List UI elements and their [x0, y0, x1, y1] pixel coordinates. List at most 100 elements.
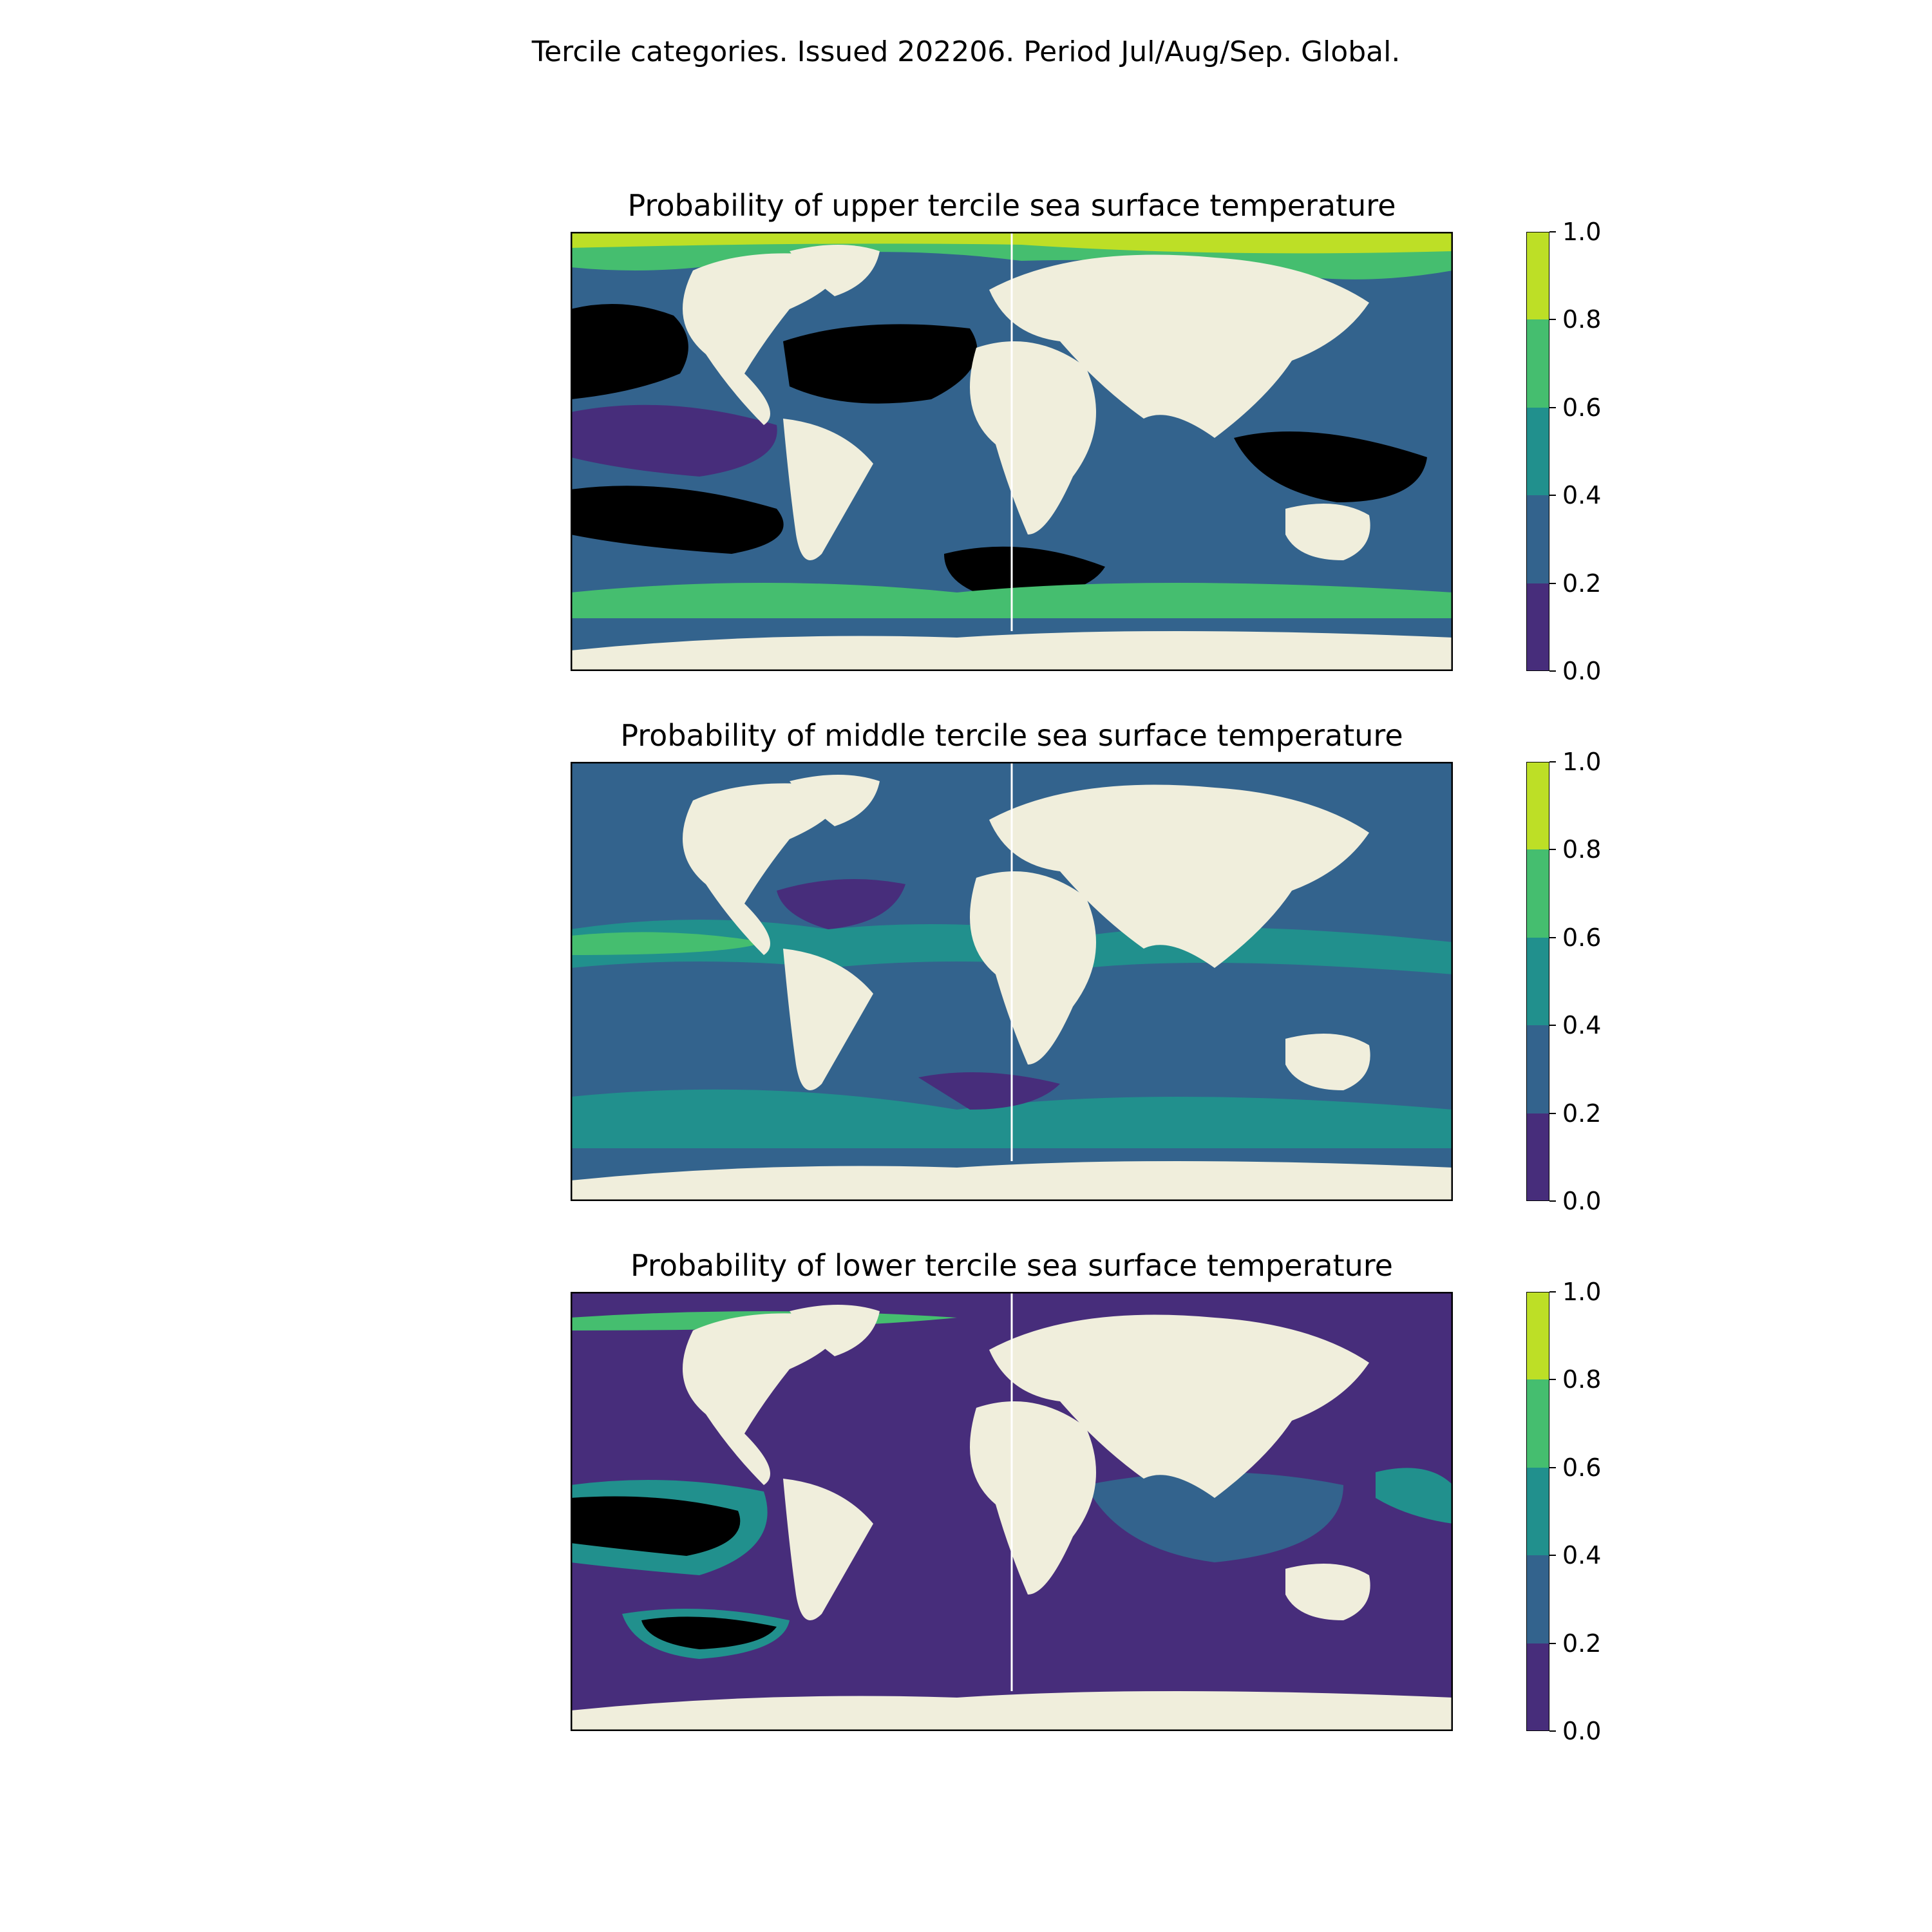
colorbar-tick-label: 0.6	[1562, 393, 1602, 422]
map-lower-tercile	[570, 1291, 1454, 1732]
pacific-strip	[571, 932, 764, 955]
colorbar-band	[1526, 762, 1549, 850]
colorbar-tick-label: 0.0	[1562, 1187, 1602, 1215]
colorbar-band	[1526, 319, 1549, 408]
south-america	[783, 1479, 873, 1620]
colorbar-tick-label: 1.0	[1562, 748, 1602, 776]
colorbar-frame	[1526, 232, 1549, 671]
colorbar-tick-label: 0.2	[1562, 1099, 1602, 1128]
maritime-continent-warm	[1234, 431, 1427, 502]
colorbar-tick-label: 0.6	[1562, 1453, 1602, 1482]
greenland	[790, 1305, 880, 1356]
colorbar-band	[1526, 937, 1549, 1026]
north-america	[683, 253, 842, 425]
colorbar-band	[1526, 1113, 1549, 1201]
colorbar-tick-mark	[1549, 582, 1556, 584]
colorbar-tick-mark	[1549, 495, 1556, 497]
colorbar-band	[1526, 1555, 1549, 1643]
north-america	[683, 1313, 842, 1485]
colorbar-tick-mark	[1549, 1555, 1556, 1557]
colorbar-band	[1526, 1643, 1549, 1731]
colorbar-tick-label: 0.8	[1562, 305, 1602, 334]
colorbar-tick-mark	[1549, 1025, 1556, 1027]
south-pacific-warm	[571, 486, 784, 554]
colorbar-band	[1526, 407, 1549, 496]
south-atlantic-low	[918, 1072, 1060, 1110]
colorbar-tick-label: 0.0	[1562, 1717, 1602, 1745]
colorbar-upper	[1526, 232, 1549, 671]
map-svg-upper	[570, 231, 1454, 672]
antarctica	[571, 1691, 1453, 1731]
australia	[1285, 1034, 1370, 1090]
map-upper-tercile	[570, 231, 1454, 672]
colorbar-tick-label: 0.0	[1562, 657, 1602, 685]
map-frame	[570, 761, 1454, 1202]
colorbar-tick-mark	[1549, 849, 1556, 851]
colorbar-tick-mark	[1549, 1200, 1556, 1202]
colorbar-tick-mark	[1549, 231, 1556, 232]
map-frame	[570, 231, 1454, 672]
colorbar-tick-label: 0.2	[1562, 1629, 1602, 1658]
colorbar-band	[1526, 1467, 1549, 1556]
north-atlantic-low	[777, 879, 905, 929]
eurasia	[989, 254, 1369, 438]
east-pacific-cold	[571, 1496, 741, 1556]
colorbar-tick-mark	[1549, 1730, 1556, 1732]
colorbar-tick-mark	[1549, 1466, 1556, 1468]
colorbar-tick-mark	[1549, 319, 1556, 321]
colorbar-tick-label: 0.8	[1562, 835, 1602, 864]
eurasia	[989, 1314, 1369, 1498]
eurasia	[989, 784, 1369, 968]
colorbar-tick-mark	[1549, 1112, 1556, 1114]
africa	[970, 341, 1096, 535]
colorbar-band	[1526, 583, 1549, 671]
page-title: Tercile categories. Issued 202206. Perio…	[531, 35, 1401, 68]
colorbar-tick-mark	[1549, 936, 1556, 938]
south-america	[783, 949, 873, 1090]
map-svg-lower	[570, 1291, 1454, 1732]
australia	[1285, 1564, 1370, 1620]
colorbar-tick-label: 1.0	[1562, 1278, 1602, 1306]
colorbar-band	[1526, 495, 1549, 583]
east-pacific-cool	[571, 404, 777, 477]
north-america	[683, 783, 842, 955]
panel-title-upper: Probability of upper tercile sea surface…	[627, 188, 1396, 223]
colorbar-tick-label: 1.0	[1562, 218, 1602, 246]
colorbar-middle	[1526, 762, 1549, 1201]
greenland	[790, 775, 880, 826]
colorbar-tick-label: 0.4	[1562, 481, 1602, 510]
colorbar-frame	[1526, 762, 1549, 1201]
south-america	[783, 419, 873, 560]
australia	[1285, 504, 1370, 560]
map-middle-tercile	[570, 761, 1454, 1202]
colorbar-tick-mark	[1549, 1642, 1556, 1644]
colorbar-tick-label: 0.2	[1562, 569, 1602, 598]
map-frame	[570, 1291, 1454, 1732]
colorbar-frame	[1526, 1292, 1549, 1731]
colorbar-tick-mark	[1549, 1379, 1556, 1381]
greenland	[790, 245, 880, 296]
colorbar-lower	[1526, 1292, 1549, 1731]
map-svg-middle	[570, 761, 1454, 1202]
colorbar-tick-mark	[1549, 1291, 1556, 1293]
north-atlantic-warm	[783, 324, 978, 404]
antarctica	[571, 631, 1453, 671]
africa	[970, 1401, 1096, 1595]
colorbar-tick-label: 0.6	[1562, 923, 1602, 952]
south-pacific-cold	[641, 1616, 777, 1649]
antarctica	[571, 1161, 1453, 1201]
panel-title-middle: Probability of middle tercile sea surfac…	[620, 718, 1403, 753]
colorbar-band	[1526, 849, 1549, 938]
colorbar-tick-label: 0.4	[1562, 1541, 1602, 1570]
colorbar-tick-label: 0.4	[1562, 1011, 1602, 1040]
colorbar-tick-mark	[1549, 406, 1556, 408]
west-pacific-halo	[1376, 1468, 1453, 1524]
colorbar-band	[1526, 1379, 1549, 1468]
africa	[970, 871, 1096, 1065]
colorbar-tick-label: 0.8	[1562, 1365, 1602, 1394]
colorbar-band	[1526, 1292, 1549, 1380]
indian-ocean-band	[1086, 1472, 1343, 1562]
panel-title-lower: Probability of lower tercile sea surface…	[630, 1248, 1393, 1283]
colorbar-band	[1526, 1025, 1549, 1113]
north-pacific-warm	[571, 304, 688, 399]
